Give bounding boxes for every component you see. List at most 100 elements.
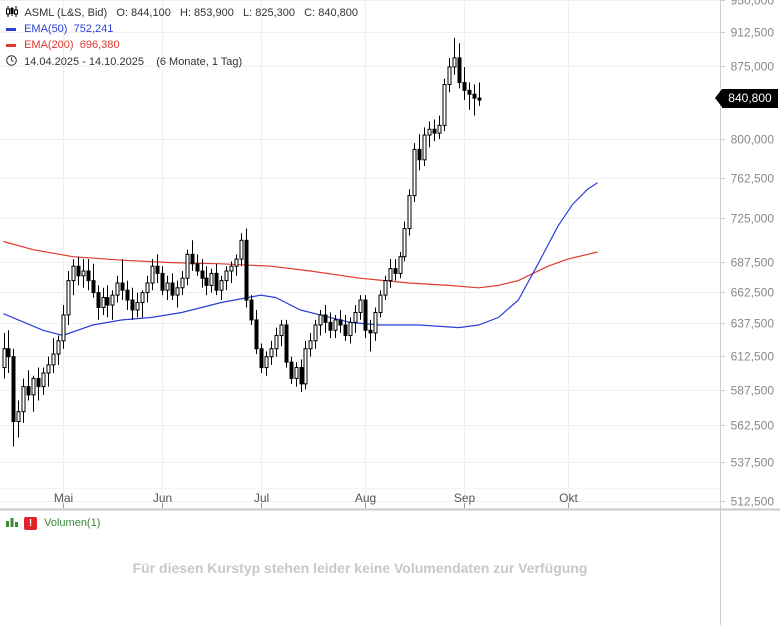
candle-body	[11, 356, 16, 422]
low-label: L:	[242, 6, 253, 19]
candle	[422, 127, 427, 167]
candle	[417, 134, 422, 171]
candle	[195, 254, 200, 276]
legend-ema200[interactable]: EMA(200) 696,380	[6, 39, 119, 51]
candle	[160, 266, 165, 296]
candle	[254, 309, 259, 355]
candle-body	[269, 348, 274, 358]
y-tick-label: 587,500	[731, 384, 775, 398]
y-tick-label: 662,500	[731, 286, 775, 300]
candle-body	[66, 280, 71, 316]
candle	[239, 233, 244, 267]
candle	[209, 268, 214, 293]
x-tick-label: Jun	[153, 491, 172, 505]
candle	[447, 57, 452, 93]
candle	[437, 115, 442, 139]
candle	[190, 240, 195, 271]
candle	[21, 378, 26, 423]
candle-body	[101, 297, 106, 308]
candle-body	[46, 364, 51, 374]
y-tick-label: 687,500	[731, 256, 775, 270]
candle	[204, 266, 209, 296]
candle-body	[115, 282, 120, 296]
candle-body	[61, 314, 66, 342]
candle	[200, 259, 205, 288]
candle	[219, 275, 224, 301]
candle	[115, 275, 120, 303]
candle	[333, 314, 338, 339]
candle-body	[110, 294, 115, 306]
candle	[6, 330, 11, 373]
candle	[284, 319, 289, 368]
candle	[452, 37, 457, 75]
candle-body	[323, 314, 328, 323]
candle	[269, 340, 274, 365]
candle	[294, 362, 299, 387]
candle-body	[308, 340, 313, 350]
candle	[51, 338, 56, 373]
candle	[378, 290, 383, 318]
high-value: 853,900	[194, 6, 234, 19]
candle-body	[289, 361, 294, 379]
candle-body	[6, 348, 11, 358]
open-label: O:	[116, 6, 128, 19]
candle	[71, 259, 76, 296]
bar-chart-icon	[6, 516, 18, 530]
candle-body	[190, 253, 195, 265]
candle-body	[427, 128, 432, 136]
candle-body	[363, 299, 368, 331]
candle	[61, 305, 66, 349]
candle-body	[368, 329, 373, 334]
candle-body	[239, 239, 244, 260]
ema50-value: 752,241	[73, 23, 114, 35]
candle	[101, 287, 106, 315]
candle-body	[56, 340, 61, 355]
candle-body	[135, 302, 140, 311]
candle	[313, 319, 318, 349]
candle	[467, 82, 472, 110]
candle-body	[313, 324, 318, 342]
candle	[46, 356, 51, 387]
candle	[91, 263, 96, 298]
ema50-swatch	[6, 27, 16, 31]
candle-body	[373, 311, 378, 334]
candle-body	[145, 282, 150, 294]
candle-body	[185, 253, 190, 279]
candle	[427, 121, 432, 148]
candle-body	[294, 367, 299, 379]
candle-body	[209, 272, 214, 286]
candle-body	[175, 287, 180, 296]
legend-period[interactable]: 14.04.2025 - 14.10.2025 (6 Monate, 1 Tag…	[6, 55, 242, 69]
candle	[36, 367, 41, 401]
y-tick-label: 875,000	[731, 60, 775, 74]
x-tick-label: Okt	[559, 491, 578, 505]
ema200-swatch	[6, 43, 16, 47]
candle	[140, 290, 145, 318]
candle	[303, 340, 308, 390]
candle	[41, 367, 46, 395]
candle	[155, 254, 160, 283]
candlestick-icon	[6, 6, 18, 20]
candle-body	[328, 321, 333, 331]
candle	[180, 271, 185, 296]
y-tick-label: 612,500	[731, 350, 775, 364]
candle-body	[442, 83, 447, 126]
legend-ema50[interactable]: EMA(50) 752,241	[6, 23, 113, 35]
close-label: C:	[304, 6, 316, 19]
candle-body	[31, 377, 36, 396]
candle-body	[284, 324, 289, 363]
ema50-label: EMA(50)	[24, 23, 68, 35]
legend-ohlc: ASML (L&S, Bid) O: 844,100 H: 853,900 L:…	[6, 6, 358, 20]
candle	[105, 285, 110, 318]
candle-body	[388, 268, 393, 282]
candle	[462, 66, 467, 101]
volume-panel-title[interactable]: ! Volumen(1)	[6, 516, 100, 530]
candle	[393, 259, 398, 281]
candle	[323, 305, 328, 333]
candle	[338, 309, 343, 333]
period-label: (6 Monate, 1 Tag)	[156, 55, 243, 68]
candle-body	[41, 372, 46, 388]
candle-body	[140, 292, 145, 304]
